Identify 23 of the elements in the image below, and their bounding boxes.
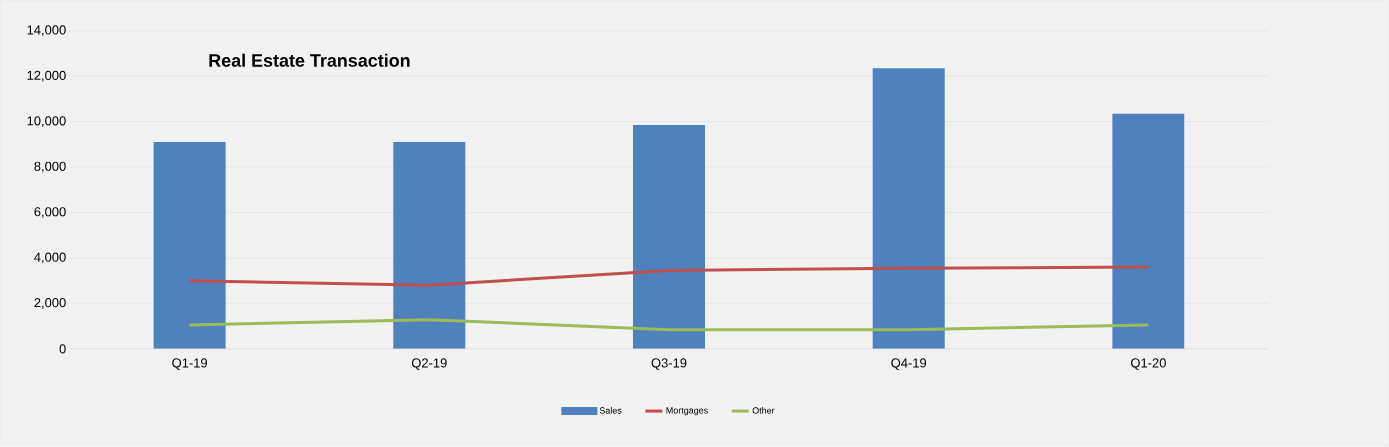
y-tick-label: 10,000 [27,116,66,128]
bar [632,125,706,350]
y-tick-label: 0 [59,344,66,354]
legend-label: Mortgages [666,407,708,416]
x-tick-label: Q2-19 [411,358,447,371]
y-tick-label: 6,000 [34,207,66,219]
y-tick-label: 8,000 [34,161,66,173]
x-tick-label: Q1-20 [1131,358,1166,371]
bar [153,142,226,350]
bar [872,68,945,350]
x-tick-label: Q1-19 [172,358,207,371]
bar [393,142,466,350]
legend-label: Sales [599,407,622,414]
y-tick-label: 12,000 [27,71,66,82]
bar [1112,113,1185,350]
line-series [188,265,1150,287]
y-tick-label: 2,000 [34,298,66,309]
legend-label: Other [752,407,775,414]
y-tick-label: 4,000 [34,252,66,264]
y-tick-label: 14,000 [27,25,66,37]
text: Real Estate Transaction [209,53,410,68]
x-tick-label: Q4-19 [891,358,927,371]
x-tick-label: Q3-19 [651,358,687,371]
